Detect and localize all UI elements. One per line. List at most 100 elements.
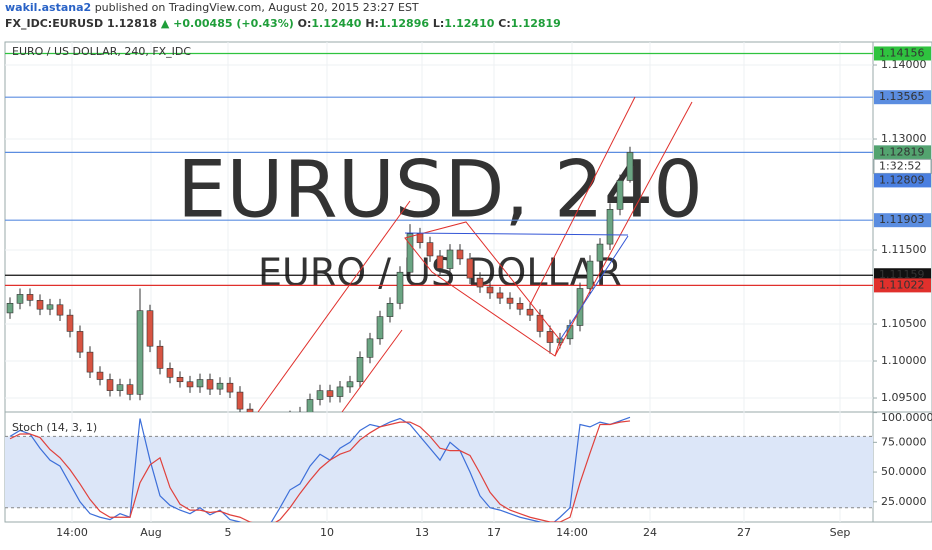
last: 1.12818 xyxy=(107,17,157,30)
indicator-title: Stoch (14, 3, 1) xyxy=(12,421,97,434)
candle-body xyxy=(257,422,263,432)
candle-body xyxy=(246,408,254,412)
watermark: EURUSD, 240 xyxy=(177,145,703,235)
candle-body xyxy=(366,338,374,358)
candle-body xyxy=(196,379,204,388)
x-tick-label: 24 xyxy=(643,526,657,539)
candle-body xyxy=(297,413,303,417)
candle-body xyxy=(426,242,434,257)
candle-body xyxy=(346,381,354,388)
drawings xyxy=(257,96,693,412)
trend-line xyxy=(341,329,403,412)
candle-body xyxy=(287,417,293,427)
candle-body xyxy=(116,384,124,391)
stoch-pane xyxy=(5,416,873,522)
price-label: 1.12809 xyxy=(879,173,925,186)
q-value: 1.12896 xyxy=(379,17,429,30)
price-label-box xyxy=(874,46,931,61)
candle-body xyxy=(326,390,334,397)
candle-body xyxy=(486,286,494,294)
q-value: 1.12440 xyxy=(311,17,361,30)
candle-body xyxy=(86,351,94,373)
candle-body xyxy=(166,368,174,378)
x-tick-label: Sep xyxy=(830,526,851,539)
y-tick-label: 75.0000 xyxy=(881,435,927,448)
price-axis: 1.14000 1.13000 1.11500 1.10500 1.10000 1.095… xyxy=(873,46,932,508)
y-tick-label: 50.0000 xyxy=(881,465,927,478)
trend-line xyxy=(257,200,411,412)
candle-body xyxy=(36,300,44,310)
price-label: 1.14156 xyxy=(879,46,925,59)
price-label: 1.11159 xyxy=(879,268,925,281)
header-line: wakil.astana2 published on TradingView.c… xyxy=(5,1,419,14)
x-tick-label: 14:00 xyxy=(56,526,88,539)
candle-body xyxy=(336,386,344,397)
stoch-line xyxy=(9,420,631,522)
x-tick-label: 10 xyxy=(320,526,334,539)
q-label: O: xyxy=(298,17,312,30)
y-tick-label: 1.09500 xyxy=(881,391,927,404)
trend-line xyxy=(559,235,629,341)
candle-body xyxy=(106,379,114,391)
x-tick-label: 14:00 xyxy=(556,526,588,539)
author[interactable]: wakil.astana2 xyxy=(5,1,91,14)
y-tick-label: 1.10500 xyxy=(881,317,927,330)
levels xyxy=(5,52,873,286)
y-tick-label: 1.11500 xyxy=(881,243,927,256)
band-fill xyxy=(5,436,873,508)
candle-body xyxy=(56,304,64,316)
candle-body xyxy=(606,209,614,245)
candle-body xyxy=(526,308,534,316)
candle-body xyxy=(96,371,104,380)
y-tick-label: 100.0000 xyxy=(881,411,932,424)
frame xyxy=(4,41,932,523)
change: ▲ +0.00485 (+0.43%) xyxy=(161,17,294,30)
candle-body xyxy=(546,331,554,343)
candle-body xyxy=(516,302,524,310)
published: published on TradingView.com, August 20,… xyxy=(95,1,419,14)
candle-body xyxy=(446,249,454,269)
x-tick-label: 27 xyxy=(737,526,751,539)
price-label: 1.11903 xyxy=(879,213,925,226)
candle-body xyxy=(6,302,14,314)
candle-body xyxy=(456,249,464,260)
candle-body xyxy=(386,302,394,317)
price-label-box xyxy=(874,145,931,160)
x-tick-label: 5 xyxy=(225,526,232,539)
trend-line xyxy=(529,96,636,306)
candle-body xyxy=(277,426,283,436)
candle-body xyxy=(506,297,514,304)
candle-body xyxy=(46,304,54,310)
channel xyxy=(404,221,561,357)
candle-body xyxy=(476,277,484,288)
q-value: 1.12819 xyxy=(511,17,561,30)
y-tick-label: 25.0000 xyxy=(881,495,927,508)
candle-body xyxy=(306,399,314,412)
candle-body xyxy=(616,180,624,210)
candle-body xyxy=(226,382,234,393)
candle-body xyxy=(136,310,144,395)
candle-body xyxy=(436,255,444,269)
x-tick-label: Aug xyxy=(140,526,161,539)
y-tick-label: 1.13000 xyxy=(881,132,927,145)
q-label: H: xyxy=(365,17,379,30)
candle-body xyxy=(146,310,154,347)
x-tick-label: 13 xyxy=(415,526,429,539)
candle-body xyxy=(236,391,244,410)
symbol: FX_IDC:EURUSD xyxy=(5,17,103,30)
candle-body xyxy=(126,384,134,395)
candle-body xyxy=(76,331,84,353)
candle-body xyxy=(406,233,414,273)
candle-body xyxy=(356,357,364,383)
legend-title: EURO / US DOLLAR, 240, FX_IDC xyxy=(12,45,191,58)
grid xyxy=(5,42,873,522)
candle-body xyxy=(26,294,34,301)
candle-body xyxy=(396,271,404,304)
trend-line xyxy=(404,232,629,236)
q-label: L: xyxy=(433,17,444,30)
q-label: C: xyxy=(498,17,510,30)
price-label-box xyxy=(874,213,931,228)
candle-body xyxy=(66,314,74,332)
